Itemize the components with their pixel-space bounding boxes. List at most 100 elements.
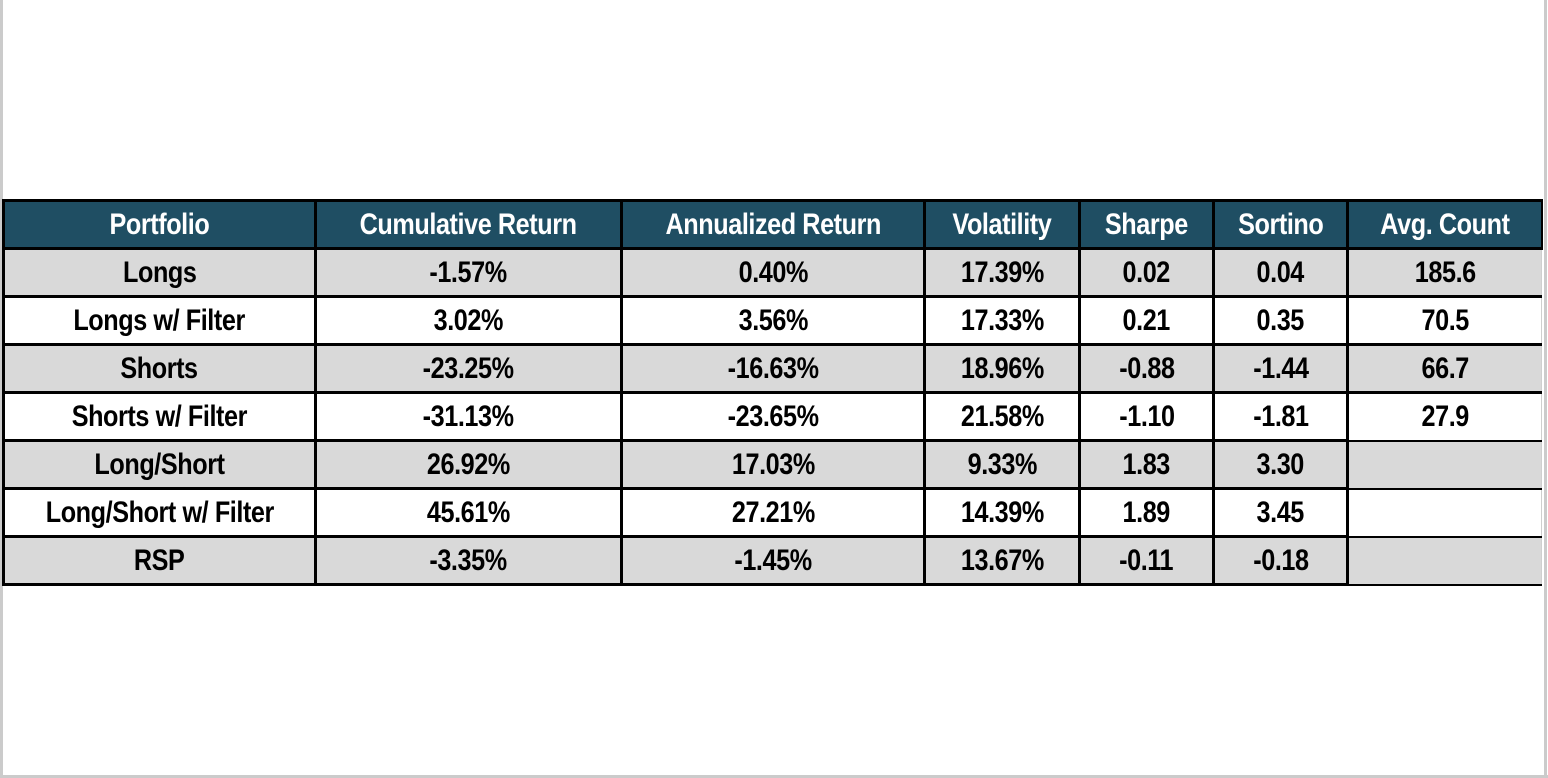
col-header-label: Portfolio — [109, 207, 210, 241]
cell-volatility: 17.39% — [923, 247, 1081, 298]
cell-value: 3.56% — [738, 303, 808, 337]
col-header-label: Sortino — [1237, 207, 1324, 241]
cell-value: 0.04 — [1256, 255, 1305, 289]
table-row: RSP -3.35% -1.45% 13.67% -0.11 -0.18 — [2, 535, 1542, 586]
cell-sortino: 0.35 — [1212, 295, 1349, 346]
cell-avg-count: 66.7 — [1346, 343, 1542, 394]
cell-value: 9.33% — [967, 447, 1037, 481]
cell-value: -31.13% — [423, 399, 514, 433]
cell-value: Long/Short — [94, 447, 225, 481]
cell-value: 1.83 — [1122, 447, 1171, 481]
cell-cumulative-return: 45.61% — [314, 487, 623, 538]
cell-value: Shorts w/ Filter — [71, 399, 248, 433]
col-header-label: Cumulative Return — [360, 207, 577, 241]
cell-annualized-return: 0.40% — [620, 247, 926, 298]
cell-value: 3.45 — [1256, 495, 1305, 529]
cell-value: 17.39% — [960, 255, 1044, 289]
cell-value: 14.39% — [960, 495, 1044, 529]
col-header-sortino: Sortino — [1212, 199, 1349, 250]
col-header-cumulative-return: Cumulative Return — [314, 199, 623, 250]
cell-avg-count: 185.6 — [1346, 247, 1542, 298]
cell-annualized-return: 17.03% — [620, 439, 926, 490]
cell-value: 13.67% — [960, 543, 1044, 577]
cell-value: 185.6 — [1414, 255, 1476, 289]
col-header-label: Avg. Count — [1380, 207, 1510, 241]
cell-value: Longs — [122, 255, 197, 289]
table-row: Shorts -23.25% -16.63% 18.96% -0.88 -1.4… — [2, 343, 1542, 394]
cell-volatility: 13.67% — [923, 535, 1081, 586]
table-row: Long/Short w/ Filter 45.61% 27.21% 14.39… — [2, 487, 1542, 538]
cell-portfolio: Shorts — [2, 343, 317, 394]
cell-value: 17.03% — [731, 447, 815, 481]
cell-value: -23.65% — [727, 399, 819, 433]
cell-avg-count — [1346, 439, 1542, 490]
cell-annualized-return: 3.56% — [620, 295, 926, 346]
cell-value: 66.7 — [1421, 351, 1469, 385]
cell-value: -1.81 — [1252, 399, 1309, 433]
cell-value: 17.33% — [960, 303, 1044, 337]
cell-value: 18.96% — [960, 351, 1044, 385]
cell-value: -23.25% — [423, 351, 514, 385]
cell-sortino: -1.44 — [1212, 343, 1349, 394]
col-header-volatility: Volatility — [923, 199, 1081, 250]
cell-volatility: 17.33% — [923, 295, 1081, 346]
col-header-sharpe: Sharpe — [1078, 199, 1215, 250]
cell-value: 21.58% — [960, 399, 1044, 433]
portfolio-stats-table: Portfolio Cumulative Return Annualized R… — [2, 199, 1543, 586]
cell-volatility: 9.33% — [923, 439, 1081, 490]
cell-value: -0.18 — [1252, 543, 1309, 577]
cell-value: 0.21 — [1122, 303, 1171, 337]
cell-portfolio: Longs w/ Filter — [2, 295, 317, 346]
window-edge-left — [0, 0, 3, 778]
cell-value: 0.40% — [738, 255, 808, 289]
cell-sortino: -0.18 — [1212, 535, 1349, 586]
cell-sortino: 3.45 — [1212, 487, 1349, 538]
cell-volatility: 21.58% — [923, 391, 1081, 442]
cell-cumulative-return: 26.92% — [314, 439, 623, 490]
table-row: Shorts w/ Filter -31.13% -23.65% 21.58% … — [2, 391, 1542, 442]
cell-value: -1.57% — [429, 255, 508, 289]
cell-cumulative-return: -31.13% — [314, 391, 623, 442]
col-header-label: Annualized Return — [665, 207, 881, 241]
cell-annualized-return: -16.63% — [620, 343, 926, 394]
table-row: Longs w/ Filter 3.02% 3.56% 17.33% 0.21 … — [2, 295, 1542, 346]
cell-cumulative-return: -3.35% — [314, 535, 623, 586]
cell-portfolio: Long/Short w/ Filter — [2, 487, 317, 538]
cell-value: Long/Short w/ Filter — [45, 495, 274, 529]
cell-sharpe: -0.11 — [1078, 535, 1215, 586]
cell-value: -1.44 — [1252, 351, 1309, 385]
cell-value: -0.88 — [1118, 351, 1175, 385]
cell-annualized-return: -1.45% — [620, 535, 926, 586]
cell-sharpe: -0.88 — [1078, 343, 1215, 394]
col-header-label: Volatility — [952, 207, 1052, 241]
cell-avg-count — [1346, 487, 1542, 538]
col-header-avg-count: Avg. Count — [1346, 199, 1543, 250]
cell-portfolio: Long/Short — [2, 439, 317, 490]
cell-value: -16.63% — [727, 351, 819, 385]
cell-value: 3.30 — [1256, 447, 1305, 481]
cell-value: 26.92% — [427, 447, 510, 481]
table-row: Longs -1.57% 0.40% 17.39% 0.02 0.04 185.… — [2, 247, 1542, 298]
cell-value: 45.61% — [427, 495, 510, 529]
cell-cumulative-return: -1.57% — [314, 247, 623, 298]
cell-annualized-return: -23.65% — [620, 391, 926, 442]
cell-value: 70.5 — [1421, 303, 1469, 337]
cell-sharpe: 1.83 — [1078, 439, 1215, 490]
cell-sortino: -1.81 — [1212, 391, 1349, 442]
cell-sharpe: 1.89 — [1078, 487, 1215, 538]
cell-volatility: 14.39% — [923, 487, 1081, 538]
cell-value: 0.35 — [1256, 303, 1305, 337]
cell-annualized-return: 27.21% — [620, 487, 926, 538]
cell-avg-count — [1346, 535, 1542, 586]
header-row: Portfolio Cumulative Return Annualized R… — [2, 199, 1543, 250]
cell-value: -3.35% — [429, 543, 508, 577]
cell-cumulative-return: -23.25% — [314, 343, 623, 394]
cell-value: RSP — [134, 543, 185, 577]
cell-portfolio: Longs — [2, 247, 317, 298]
cell-portfolio: RSP — [2, 535, 317, 586]
cell-avg-count: 70.5 — [1346, 295, 1542, 346]
cell-value: -1.10 — [1118, 399, 1175, 433]
cell-value: 3.02% — [433, 303, 504, 337]
col-header-portfolio: Portfolio — [2, 199, 317, 250]
cell-sharpe: 0.02 — [1078, 247, 1215, 298]
